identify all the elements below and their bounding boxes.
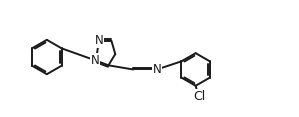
Text: N: N	[152, 63, 161, 76]
Text: N: N	[94, 34, 103, 47]
Text: Cl: Cl	[193, 90, 206, 103]
Text: N: N	[91, 54, 99, 67]
